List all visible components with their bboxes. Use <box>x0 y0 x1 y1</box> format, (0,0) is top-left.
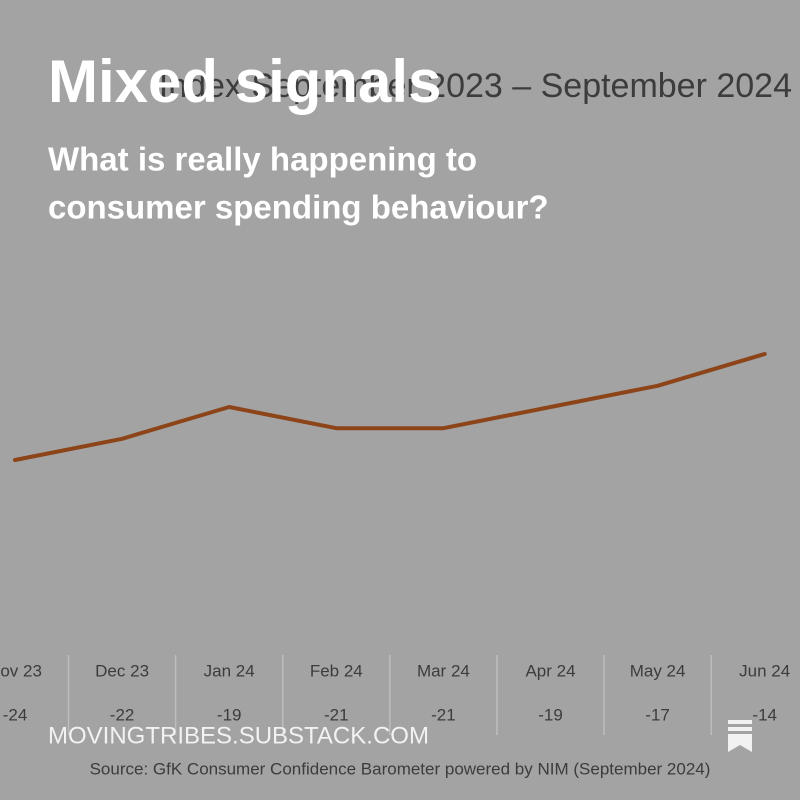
overlay: Mixed signals What is really happening t… <box>48 48 752 752</box>
card-subtitle: What is really happening to <box>48 141 477 178</box>
x-tick-label: Feb 24 <box>310 661 363 680</box>
card-title: Mixed signals <box>48 48 441 115</box>
x-tick-label: Mar 24 <box>417 661 470 680</box>
x-tick-label: Nov 23 <box>0 661 42 680</box>
chart-title: Index September 2023 – September 2024 <box>159 67 792 105</box>
x-tick-label: Apr 24 <box>525 661 575 680</box>
value-label: -24 <box>3 705 28 724</box>
chart-source: Source: GfK Consumer Confidence Baromete… <box>90 759 711 778</box>
value-label: -19 <box>217 705 242 724</box>
bookmark-icon <box>728 720 752 752</box>
x-tick-label: Jun 24 <box>739 661 790 680</box>
value-label: -21 <box>324 705 349 724</box>
value-label: -19 <box>538 705 563 724</box>
card-subtitle: consumer spending behaviour? <box>48 189 549 226</box>
x-tick-label: Jan 24 <box>204 661 255 680</box>
data-line <box>13 352 767 462</box>
x-tick-label: Dec 23 <box>95 661 149 680</box>
value-label: -22 <box>110 705 135 724</box>
site-url: MOVINGTRIBES.SUBSTACK.COM <box>48 722 429 749</box>
value-label: -17 <box>645 705 670 724</box>
chart: Nov 23 -24 Dec 23 -22 Jan 24 -19 Feb 24 -21 Mar … <box>0 352 790 735</box>
value-label: -14 <box>752 705 777 724</box>
x-tick-label: May 24 <box>630 661 686 680</box>
value-label: -21 <box>431 705 456 724</box>
